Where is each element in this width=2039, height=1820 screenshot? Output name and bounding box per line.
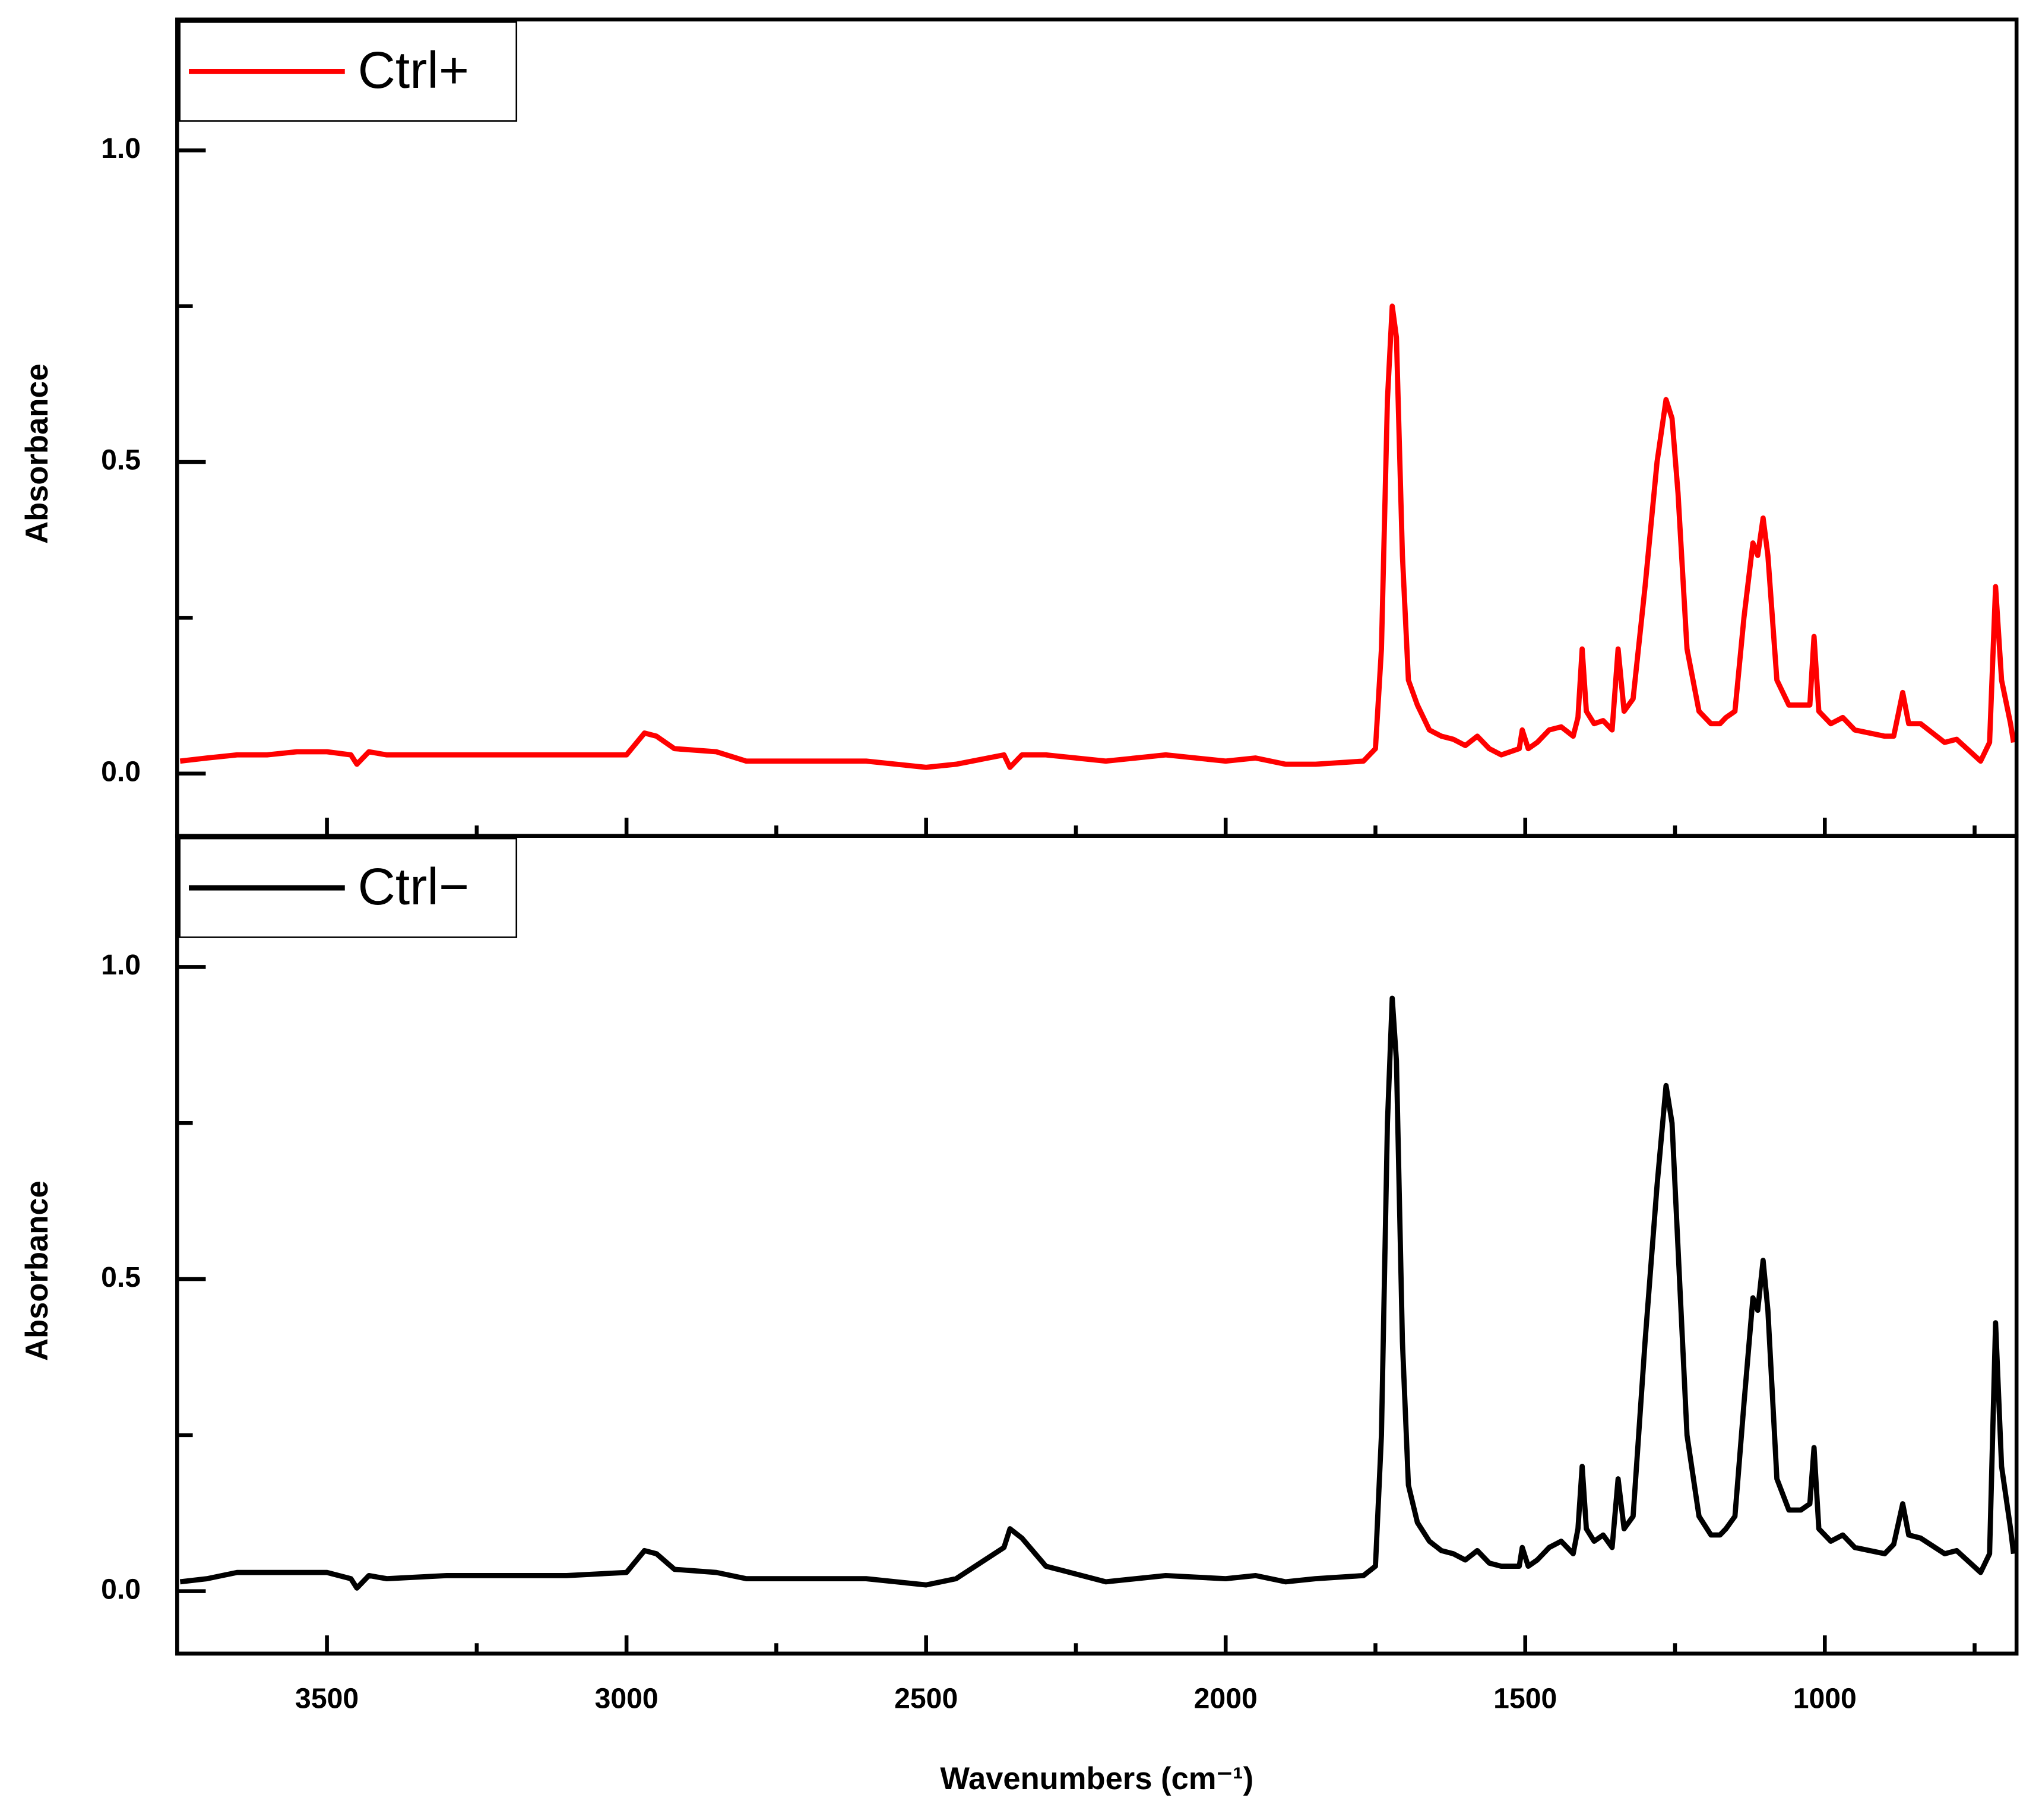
series-line xyxy=(179,995,2016,1591)
x-tick-label: 3500 xyxy=(295,1682,359,1714)
x-axis-label: Wavenumbers (cm⁻¹) xyxy=(940,1761,1253,1796)
plot-frame xyxy=(175,17,2019,838)
y-axis-label: Absorbance xyxy=(20,1180,55,1361)
y-tick-label: 0.5 xyxy=(101,1261,141,1293)
x-tick-label: 1500 xyxy=(1493,1682,1557,1714)
plot-frame xyxy=(175,834,2019,1656)
series-line xyxy=(179,303,2016,770)
legend-label: Ctrl− xyxy=(358,857,469,916)
y-tick-label: 0.0 xyxy=(101,1573,141,1605)
y-tick-label: 0.0 xyxy=(101,755,141,787)
y-tick-label: 1.0 xyxy=(101,132,141,164)
y-tick-label: 0.5 xyxy=(101,444,141,476)
y-tick-label: 1.0 xyxy=(101,949,141,981)
legend-label: Ctrl+ xyxy=(358,41,469,99)
x-tick-label: 1000 xyxy=(1793,1682,1857,1714)
x-tick-label: 2000 xyxy=(1194,1682,1258,1714)
y-axis-label: Absorbance xyxy=(20,363,55,544)
x-tick-label: 3000 xyxy=(595,1682,658,1714)
x-tick-label: 2500 xyxy=(894,1682,958,1714)
